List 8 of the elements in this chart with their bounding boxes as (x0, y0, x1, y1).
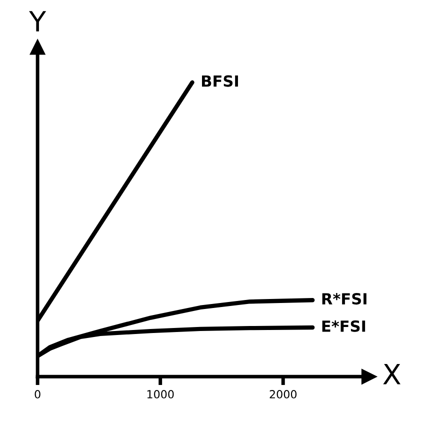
series-label: E*FSI (322, 320, 366, 332)
x-axis-title: X (383, 364, 400, 384)
series-label: R*FSI (322, 293, 366, 305)
x-tick-label: 1000 (147, 390, 174, 398)
series-label: BFSI (202, 75, 238, 87)
y-axis-title: Y (29, 11, 46, 32)
x-tick-label: 2000 (270, 390, 297, 398)
x-tick-label: 0 (34, 390, 40, 398)
